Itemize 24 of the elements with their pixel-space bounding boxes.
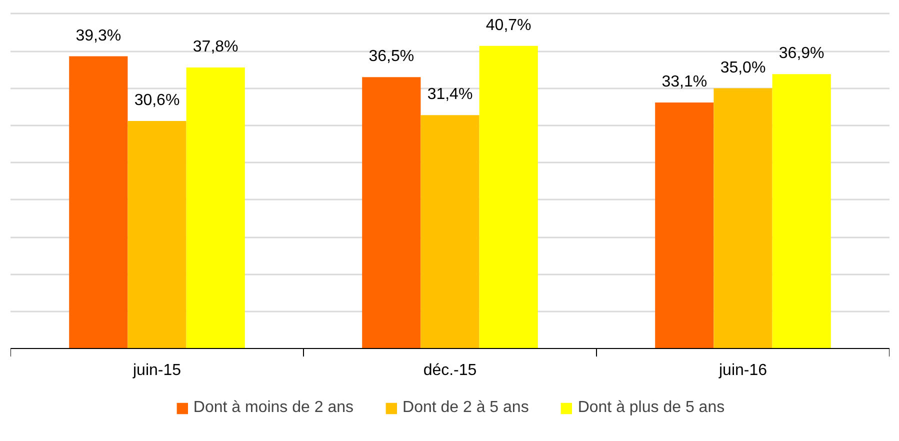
legend-label: Dont à moins de 2 ans [193,399,354,417]
data-label: 30,6% [134,92,180,110]
x-tick-label: juin-15 [132,362,182,379]
bar [128,121,186,349]
data-label: 35,0% [720,59,766,76]
x-tick-label: juin-16 [718,362,768,379]
data-label: 31,4% [427,86,473,104]
bar [479,46,538,349]
x-tick-label: déc.-15 [423,362,477,379]
data-label: 33,1% [662,73,708,90]
data-label: 36,9% [778,45,824,62]
bar [69,56,128,349]
legend-label: Dont de 2 à 5 ans [402,399,529,417]
bar [362,77,421,349]
bar [714,88,772,349]
data-label: 40,7% [486,16,532,34]
data-label: 36,5% [368,48,414,66]
data-label: 39,3% [76,27,122,44]
legend-label: Dont à plus de 5 ans [578,399,725,417]
bar [420,115,480,349]
bar [655,102,714,349]
data-label: 37,8% [192,38,238,56]
bar [772,74,831,349]
bar [186,67,245,349]
